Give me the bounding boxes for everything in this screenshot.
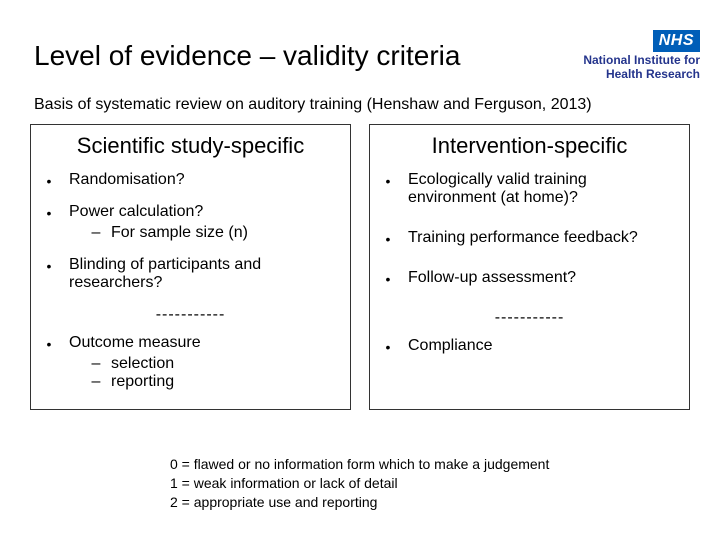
- nihr-logo-text: National Institute for Health Research: [583, 54, 700, 82]
- logo-block: NHS National Institute for Health Resear…: [583, 30, 700, 82]
- bullet-icon: •: [382, 337, 394, 355]
- item-text: Compliance: [408, 337, 677, 355]
- list-item: • Outcome measure – selection – reportin…: [43, 334, 338, 391]
- separator: -----------: [382, 309, 677, 327]
- legend: 0 = flawed or no information form which …: [170, 455, 549, 512]
- right-column: Intervention-specific • Ecologically val…: [369, 124, 690, 410]
- sub-text: For sample size (n): [111, 224, 248, 242]
- list-item: • Training performance feedback?: [382, 229, 677, 247]
- list-item: • Blinding of participants and researche…: [43, 256, 338, 292]
- nhs-logo: NHS: [653, 30, 700, 52]
- bullet-icon: •: [382, 171, 394, 189]
- legend-line: 2 = appropriate use and reporting: [170, 493, 549, 512]
- right-heading: Intervention-specific: [382, 133, 677, 159]
- item-text: Follow-up assessment?: [408, 269, 677, 287]
- bullet-icon: •: [43, 256, 55, 274]
- subtitle: Basis of systematic review on auditory t…: [0, 90, 720, 124]
- separator: -----------: [43, 306, 338, 324]
- dash-icon: –: [91, 373, 101, 391]
- item-text: Outcome measure – selection – reporting: [69, 334, 338, 391]
- bullet-icon: •: [382, 229, 394, 247]
- list-item: • Ecologically valid training environmen…: [382, 171, 677, 207]
- item-text: Ecologically valid training environment …: [408, 171, 677, 207]
- bullet-icon: •: [382, 269, 394, 287]
- dash-icon: –: [91, 355, 101, 373]
- sub-item: – selection: [91, 355, 338, 373]
- nihr-line1: National Institute for: [583, 53, 700, 67]
- nihr-line2: Health Research: [606, 67, 700, 81]
- list-item: • Randomisation?: [43, 171, 338, 189]
- list-item: • Power calculation? – For sample size (…: [43, 203, 338, 242]
- list-item: • Follow-up assessment?: [382, 269, 677, 287]
- dash-icon: –: [91, 224, 101, 242]
- left-column: Scientific study-specific • Randomisatio…: [30, 124, 351, 410]
- item-text: Randomisation?: [69, 171, 338, 189]
- bullet-icon: •: [43, 334, 55, 352]
- item-label: Power calculation?: [69, 203, 338, 221]
- sub-text: selection: [111, 355, 174, 373]
- bullet-icon: •: [43, 203, 55, 221]
- sub-item: – reporting: [91, 373, 338, 391]
- list-item: • Compliance: [382, 337, 677, 355]
- title-row: Level of evidence – validity criteria NH…: [0, 0, 720, 90]
- page-title: Level of evidence – validity criteria: [34, 40, 460, 72]
- sub-text: reporting: [111, 373, 174, 391]
- left-heading: Scientific study-specific: [43, 133, 338, 159]
- columns: Scientific study-specific • Randomisatio…: [0, 124, 720, 410]
- item-text: Blinding of participants and researchers…: [69, 256, 338, 292]
- bullet-icon: •: [43, 171, 55, 189]
- item-text: Power calculation? – For sample size (n): [69, 203, 338, 242]
- sub-item: – For sample size (n): [91, 224, 338, 242]
- item-label: Outcome measure: [69, 334, 338, 352]
- legend-line: 1 = weak information or lack of detail: [170, 474, 549, 493]
- legend-line: 0 = flawed or no information form which …: [170, 455, 549, 474]
- item-text: Training performance feedback?: [408, 229, 677, 247]
